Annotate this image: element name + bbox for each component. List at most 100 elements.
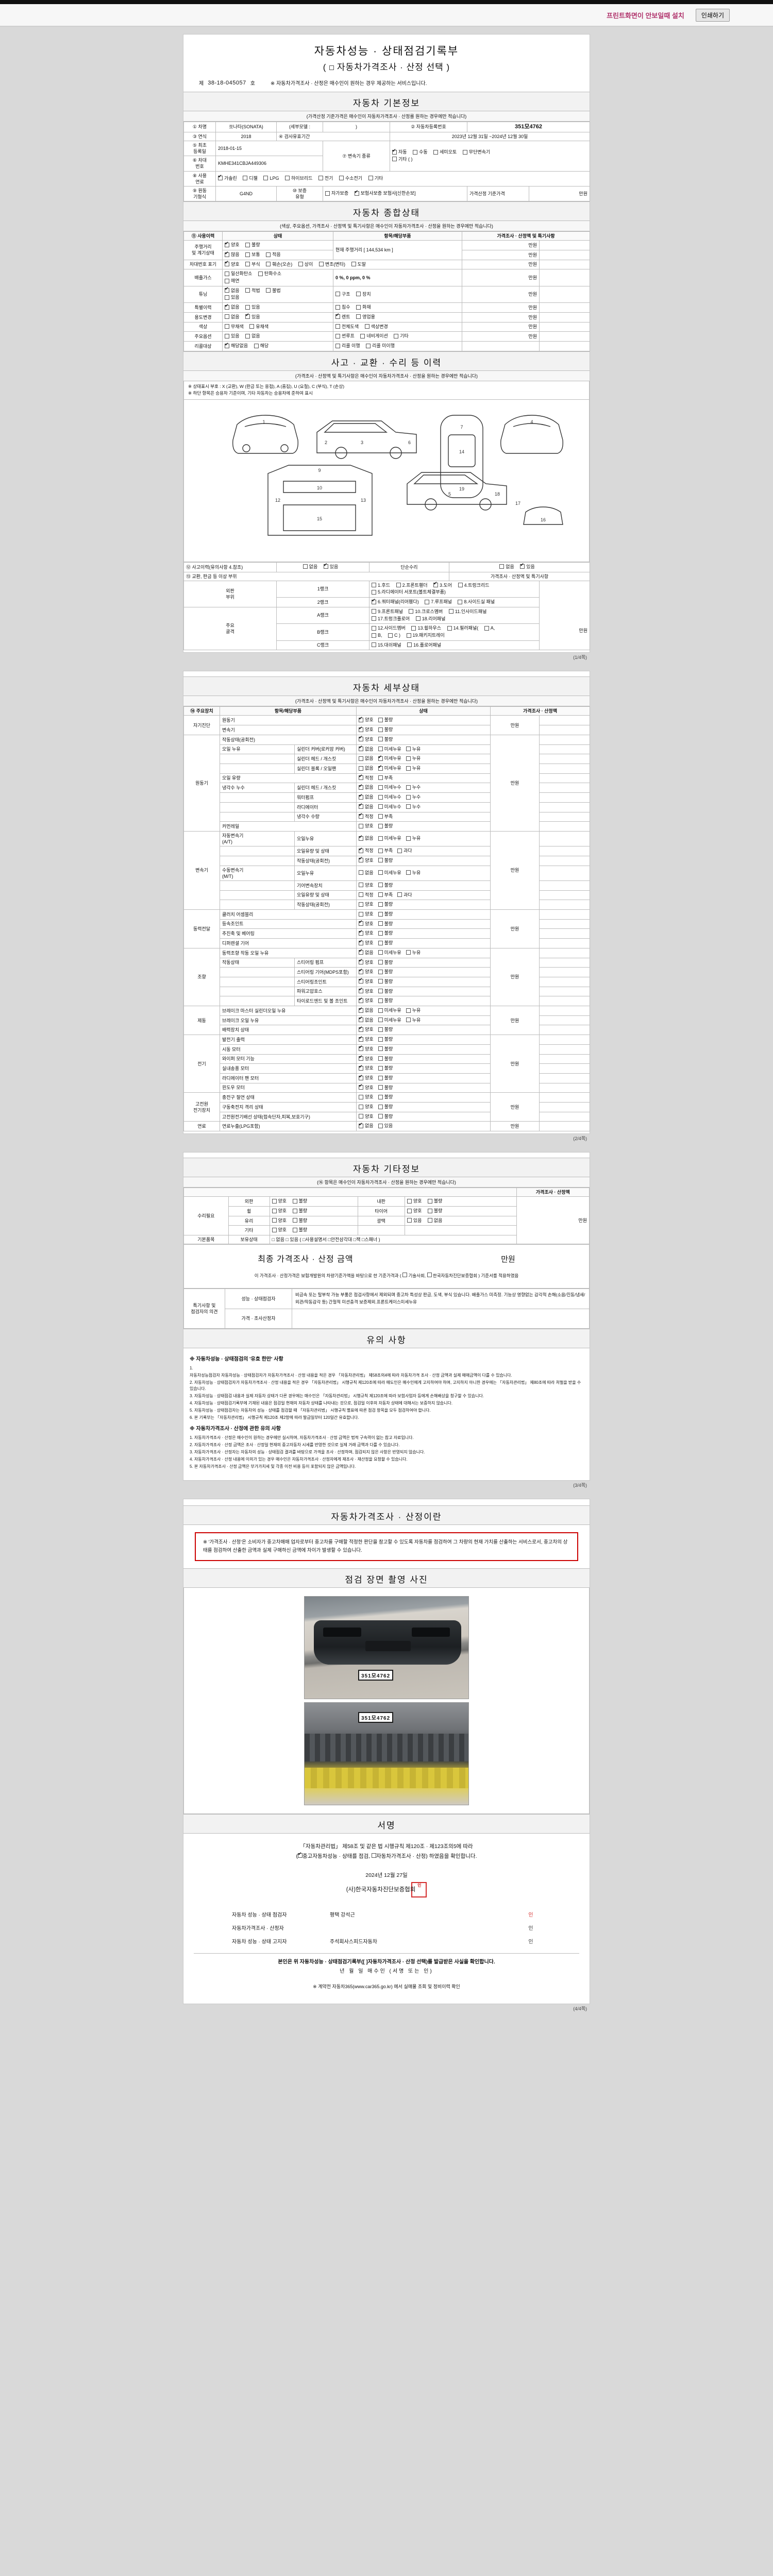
checkbox-icon[interactable] xyxy=(458,599,463,604)
checkbox-icon[interactable] xyxy=(378,785,383,790)
checkbox-icon[interactable] xyxy=(406,1008,411,1013)
fuel-opt-hybrid[interactable]: 하이브리드 xyxy=(284,175,312,181)
checkbox-icon[interactable] xyxy=(359,803,363,809)
checkbox-icon[interactable] xyxy=(372,642,376,648)
checkbox-icon[interactable] xyxy=(427,1198,432,1204)
checkbox-icon[interactable] xyxy=(359,977,363,984)
detail-option[interactable]: 누유 xyxy=(406,1017,421,1023)
detail-option[interactable]: 부족 xyxy=(378,848,393,854)
detail-option[interactable]: 미세누유 xyxy=(378,870,401,876)
checkbox-icon[interactable] xyxy=(225,342,229,348)
detail-option[interactable]: 양호 xyxy=(359,920,374,927)
detail-option[interactable]: 양호 xyxy=(359,823,374,829)
detail-option[interactable]: 불량 xyxy=(378,930,393,936)
detail-option[interactable]: 불량 xyxy=(378,1104,393,1110)
checkbox-icon[interactable] xyxy=(292,1218,297,1223)
checkbox-icon[interactable] xyxy=(458,583,463,588)
detail-option[interactable]: 불량 xyxy=(378,823,393,829)
detail-option[interactable]: 양호 xyxy=(359,1045,374,1052)
checkbox-icon[interactable] xyxy=(406,1018,411,1023)
glass-opt-bad[interactable]: 불량 xyxy=(292,1217,307,1224)
part-quarter-panel[interactable]: 6.쿼터패널(리어휀다) xyxy=(372,598,419,605)
checkbox-icon[interactable] xyxy=(378,979,383,984)
detail-option[interactable]: 양호 xyxy=(359,726,374,733)
checkbox-icon[interactable] xyxy=(359,1007,363,1013)
detail-option[interactable]: 불량 xyxy=(378,1036,393,1042)
checkbox-icon[interactable] xyxy=(292,1198,297,1204)
mileage-opt-bad[interactable]: 불량 xyxy=(245,242,260,248)
checkbox-icon[interactable] xyxy=(378,727,383,732)
checkbox-icon[interactable] xyxy=(335,304,340,310)
checkbox-icon[interactable] xyxy=(372,625,376,631)
special-opt-none[interactable]: 없음 xyxy=(225,303,240,310)
checkbox-icon[interactable] xyxy=(406,756,411,761)
checkbox-icon[interactable] xyxy=(378,823,383,828)
checkbox-icon[interactable] xyxy=(372,583,376,588)
fuel-opt-diesel[interactable]: 디젤 xyxy=(243,175,258,181)
detail-option[interactable]: 양호 xyxy=(359,1104,374,1110)
tuning-opt-structure[interactable]: 구조 xyxy=(335,291,350,297)
checkbox-icon[interactable] xyxy=(218,174,223,181)
checkbox-icon[interactable] xyxy=(378,794,383,800)
detail-option[interactable]: 양호 xyxy=(359,882,374,888)
checkbox-icon[interactable] xyxy=(378,883,383,888)
checkbox-icon[interactable] xyxy=(359,883,363,888)
detail-option[interactable]: 미세누유 xyxy=(378,1017,401,1023)
detail-option[interactable]: 누유 xyxy=(406,765,421,771)
detail-option[interactable]: 없음 xyxy=(359,755,374,761)
detail-option[interactable]: 부족 xyxy=(378,892,393,898)
checkbox-icon[interactable] xyxy=(284,176,290,181)
checkbox-icon[interactable] xyxy=(245,242,250,247)
checkbox-icon[interactable] xyxy=(378,1037,383,1042)
detail-option[interactable]: 없음 xyxy=(359,835,374,841)
checkbox-icon[interactable] xyxy=(325,191,330,196)
tuning-opt-none[interactable]: 없음 xyxy=(225,286,240,294)
outer-opt-good[interactable]: 양호 xyxy=(272,1198,287,1204)
detail-option[interactable]: 불량 xyxy=(378,717,393,723)
checkbox-icon[interactable] xyxy=(378,969,383,974)
checkbox-icon[interactable] xyxy=(378,718,383,723)
simple-opt-none[interactable]: 없음 xyxy=(499,564,514,570)
checkbox-icon[interactable] xyxy=(359,1064,363,1071)
trans-opt-semiauto[interactable]: 세미오토 xyxy=(433,149,457,155)
checkbox-icon[interactable] xyxy=(225,303,229,310)
vin-opt-altered[interactable]: 변조(변타) xyxy=(318,261,345,267)
checkbox-icon[interactable] xyxy=(359,902,363,907)
detail-option[interactable]: 없음 xyxy=(359,803,374,810)
checkbox-icon[interactable] xyxy=(448,609,453,614)
checkbox-icon[interactable] xyxy=(351,262,356,267)
trans-opt-auto[interactable]: 자동 xyxy=(392,148,407,155)
detail-option[interactable]: 불량 xyxy=(378,911,393,917)
checkbox-icon[interactable] xyxy=(359,1094,363,1099)
outer-opt-bad[interactable]: 불량 xyxy=(292,1198,307,1204)
checkbox-icon[interactable] xyxy=(359,929,363,936)
checkbox-icon[interactable] xyxy=(359,1036,363,1042)
checkbox-icon[interactable] xyxy=(378,960,383,965)
part-roof-panel[interactable]: 7.루프패널 xyxy=(425,599,452,605)
checkbox-icon[interactable] xyxy=(318,262,324,267)
detail-option[interactable]: 미세누유 xyxy=(378,755,401,761)
option-opt-exists[interactable]: 있음 xyxy=(225,333,240,339)
part-pillar-b[interactable]: B, xyxy=(372,632,382,638)
detail-option[interactable]: 없음 xyxy=(359,793,374,800)
detail-option[interactable]: 없음 xyxy=(359,745,374,752)
basis-opt2-checkbox[interactable] xyxy=(427,1272,432,1277)
detail-option[interactable]: 양호 xyxy=(359,939,374,946)
checkbox-icon[interactable] xyxy=(339,176,344,181)
detail-option[interactable]: 불량 xyxy=(378,736,393,742)
checkbox-icon[interactable] xyxy=(406,747,411,752)
part-radiator-support[interactable]: 5.라디에이터 서포트(볼트체결부품) xyxy=(372,589,446,595)
checkbox-icon[interactable] xyxy=(406,950,411,955)
checkbox-icon[interactable] xyxy=(499,564,505,569)
detail-option[interactable]: 양호 xyxy=(359,856,374,863)
checkbox-icon[interactable] xyxy=(378,930,383,936)
checkbox-icon[interactable] xyxy=(378,737,383,742)
special-opt-exists[interactable]: 있음 xyxy=(245,304,260,310)
fuel-opt-gasoline[interactable]: 가솔린 xyxy=(218,174,237,181)
detail-option[interactable]: 양호 xyxy=(359,1113,374,1120)
detail-option[interactable]: 양호 xyxy=(359,977,374,985)
detail-option[interactable]: 과다 xyxy=(397,892,412,898)
checkbox-icon[interactable] xyxy=(378,1046,383,1052)
checkbox-icon[interactable] xyxy=(378,1065,383,1071)
checkbox-icon[interactable] xyxy=(356,304,361,310)
